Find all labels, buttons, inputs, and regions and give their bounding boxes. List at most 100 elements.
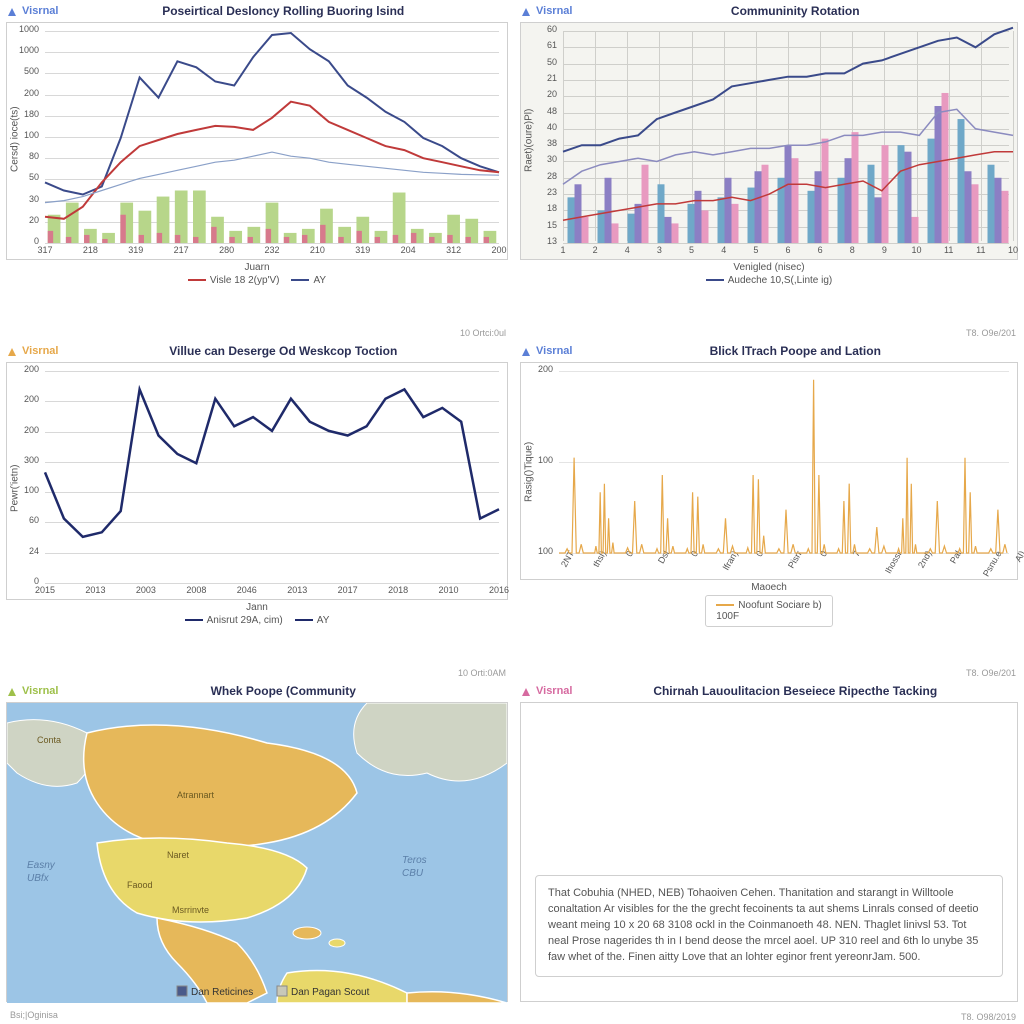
chart-panel: 1315182328303840482021506160124354566891… [520, 22, 1018, 260]
y-tick: 61 [547, 40, 557, 50]
svg-text:Dan Pagan Scout: Dan Pagan Scout [291, 987, 370, 998]
x-tick: 218 [83, 245, 98, 255]
x-tick: 2046 [237, 585, 257, 595]
x-tick: 2 [593, 245, 598, 255]
y-tick: 30 [547, 154, 557, 164]
x-tick: 3 [657, 245, 662, 255]
x-tick: 280 [219, 245, 234, 255]
x-tick: 6 [818, 245, 823, 255]
y-tick: 20 [547, 89, 557, 99]
footer-timestamp: 10 Ortci:0ul [460, 328, 506, 338]
y-tick: 200 [24, 394, 39, 404]
legend: Audeche 10,S(,Linte ig) [520, 275, 1018, 286]
panel-title: Whek Poope (Community [59, 684, 509, 698]
svg-text:Easny: Easny [27, 860, 56, 871]
y-tick: 15 [547, 220, 557, 230]
panel-title: Chirnah Lauoulitacion Beseiece Ripecthe … [573, 684, 1019, 698]
x-tick: 317 [37, 245, 52, 255]
brand-label: Visrnal [22, 685, 59, 697]
svg-text:UBfx: UBfx [27, 873, 50, 884]
svg-text:Conta: Conta [37, 735, 61, 745]
panel-title: Villue can Deserge Od Weskcop Toction [59, 344, 509, 358]
y-tick: 40 [547, 122, 557, 132]
brand-label: Visrnal [536, 345, 573, 357]
y-tick: 13 [547, 236, 557, 246]
svg-text:Teros: Teros [402, 855, 427, 866]
dashboard-cell: VisrnalBlick lTrach Poope and Lation1001… [514, 340, 1024, 680]
x-axis-label: Maoech [520, 582, 1018, 593]
dashboard-cell: VisrnalChirnah Lauoulitacion Beseiece Ri… [514, 680, 1024, 1024]
svg-text:Faood: Faood [127, 880, 153, 890]
dashboard-cell: VisrnalWhek Poope (Community Conta Atranna… [0, 680, 514, 1024]
panel-title: Poseirtical Desloncy Rolling Buoring lsi… [59, 4, 509, 18]
y-axis-label: Raet)(oure)Pl) [524, 109, 535, 172]
y-tick: 100 [538, 455, 553, 465]
y-tick: 300 [24, 455, 39, 465]
y-tick: 200 [24, 425, 39, 435]
svg-text:CBU: CBU [402, 868, 424, 879]
y-tick: 50 [547, 57, 557, 67]
y-tick: 500 [24, 66, 39, 76]
x-tick: 10 [912, 245, 922, 255]
brand-label: Visrnal [536, 5, 573, 17]
x-tick: 2003 [136, 585, 156, 595]
x-tick: 5 [689, 245, 694, 255]
dashboard-cell: VisrnalPoseirtical Desloncy Rolling Buor… [0, 0, 514, 340]
y-tick: 23 [547, 187, 557, 197]
y-tick: 1000 [19, 24, 39, 34]
y-tick: 80 [29, 151, 39, 161]
x-tick: 2010 [439, 585, 459, 595]
x-tick: 11 [976, 245, 985, 255]
x-tick: 10 [1008, 245, 1018, 255]
y-tick: 48 [547, 106, 557, 116]
map-panel: Conta Atrannart Naret Easny UBfx Faood Msrrinv… [6, 702, 508, 1002]
svg-text:Dan Reticines: Dan Reticines [191, 987, 253, 998]
y-tick: 180 [24, 109, 39, 119]
map-attribution: Bsi;|Oginisa [10, 1010, 58, 1020]
x-tick: 11 [944, 245, 953, 255]
x-tick: 312 [446, 245, 461, 255]
y-tick: 38 [547, 138, 557, 148]
y-tick: 30 [29, 194, 39, 204]
y-axis-label: Cersd) ioce(ts) [10, 106, 21, 172]
panel-title: Blick lTrach Poope and Lation [573, 344, 1019, 358]
legend: Noofunt Sociare b)100F [705, 595, 832, 627]
y-axis-label: Pewr('ietn) [10, 465, 21, 512]
y-tick: 100 [24, 485, 39, 495]
x-tick: 2008 [186, 585, 206, 595]
x-tick: 5 [753, 245, 758, 255]
x-tick: 210 [310, 245, 325, 255]
x-tick: 1 [560, 245, 565, 255]
y-axis-label: Rasig()Tique) [524, 442, 535, 502]
text-panel: That Cobuhia (NHED, NEB) Tohaoiven Cehen… [520, 702, 1018, 1002]
x-tick: 2015 [35, 585, 55, 595]
y-tick: 50 [29, 172, 39, 182]
y-tick: 1000 [19, 45, 39, 55]
y-tick: 21 [547, 73, 557, 83]
x-tick: 8 [850, 245, 855, 255]
x-tick: 2017 [338, 585, 358, 595]
dashboard-cell: VisrnalVillue can Deserge Od Weskcop Toc… [0, 340, 514, 680]
y-tick: 60 [29, 515, 39, 525]
brand-label: Visrnal [22, 5, 59, 17]
x-tick: 319 [128, 245, 143, 255]
y-tick: 200 [24, 364, 39, 374]
y-tick: 18 [547, 203, 557, 213]
panel-title: Communinity Rotation [573, 4, 1019, 18]
svg-text:Atrannart: Atrannart [177, 790, 215, 800]
x-tick: 9 [882, 245, 887, 255]
x-tick: 2013 [85, 585, 105, 595]
y-tick: 60 [547, 24, 557, 34]
chart-panel: 0246010030020020020020152013200320082046… [6, 362, 508, 600]
x-tick: 232 [264, 245, 279, 255]
x-axis-label: Jann [6, 602, 508, 613]
y-tick: 100 [24, 130, 39, 140]
svg-text:Naret: Naret [167, 850, 190, 860]
svg-text:Msrrinvte: Msrrinvte [172, 905, 209, 915]
y-tick: 200 [24, 88, 39, 98]
y-tick: 28 [547, 171, 557, 181]
legend: Anisrut 29A, cim)AY [6, 615, 508, 626]
x-tick: 2018 [388, 585, 408, 595]
footer-timestamp: 10 Orti:0AM [458, 668, 506, 678]
x-tick: 4 [721, 245, 726, 255]
